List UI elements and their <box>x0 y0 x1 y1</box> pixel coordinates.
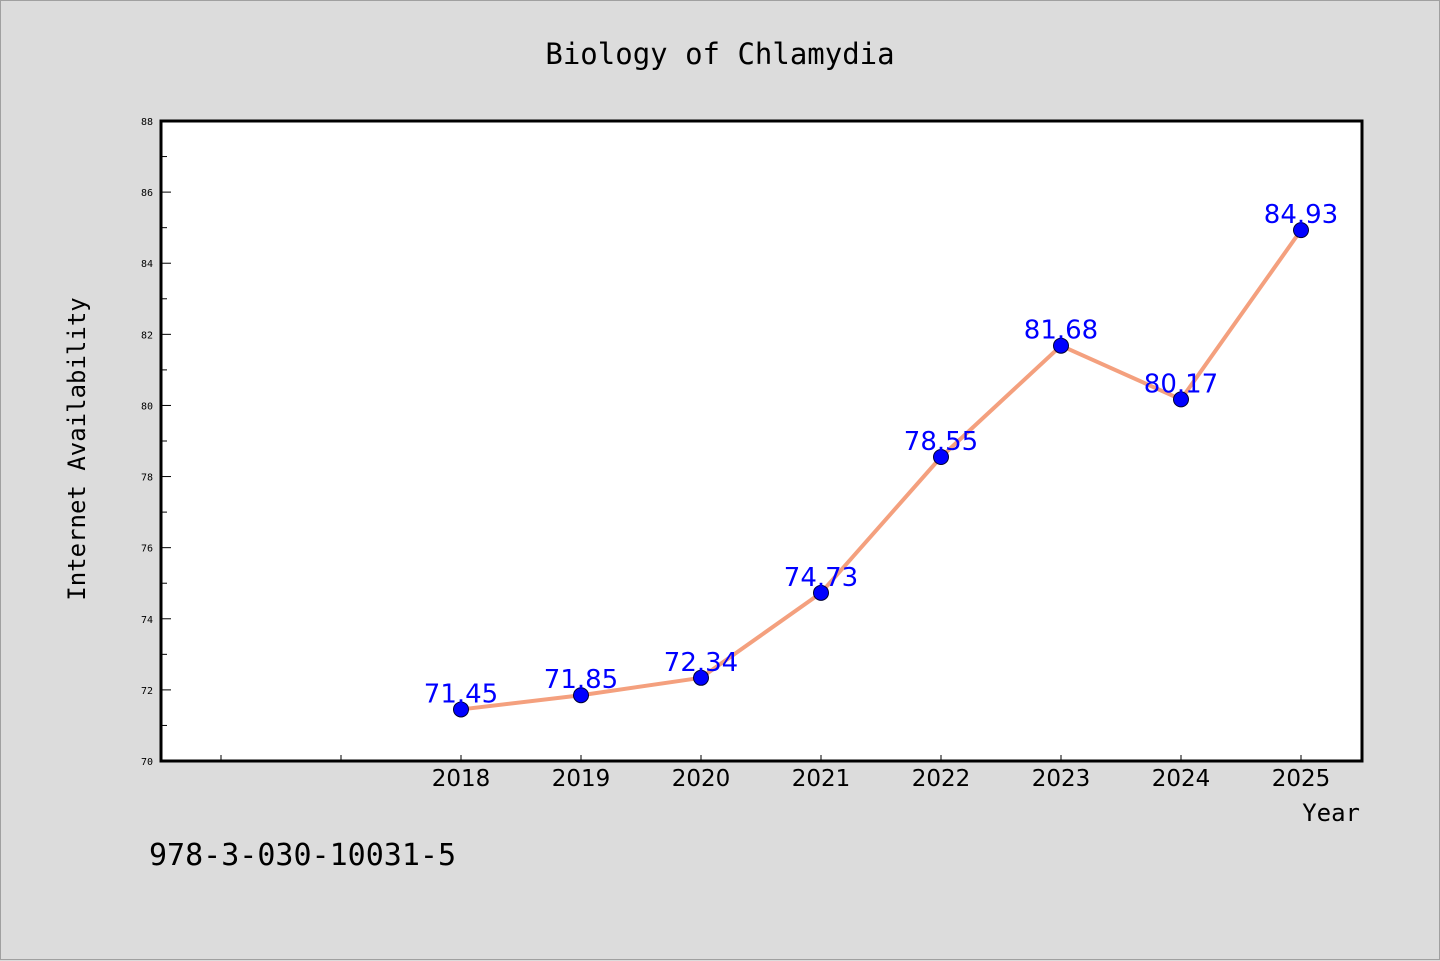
data-label: 71.45 <box>424 679 498 709</box>
x-axis-title: Year <box>1302 799 1360 827</box>
isbn-footer: 978-3-030-10031-5 <box>149 838 456 873</box>
y-tick-label: 76 <box>141 544 153 555</box>
y-tick-label: 84 <box>141 259 153 270</box>
series-line <box>460 228 1303 712</box>
x-tick-label: 2024 <box>1152 766 1211 792</box>
x-tick-label: 2023 <box>1032 766 1091 792</box>
y-tick-label: 72 <box>141 686 153 697</box>
y-tick-label: 88 <box>141 117 153 128</box>
data-point <box>1173 391 1189 408</box>
data-point <box>813 584 829 601</box>
data-point <box>573 687 589 704</box>
y-tick-label: 82 <box>141 330 153 341</box>
x-tick-label: 2025 <box>1272 766 1331 792</box>
data-point <box>693 669 709 686</box>
data-point <box>933 449 949 465</box>
data-point <box>453 701 469 718</box>
data-labels: 71.45 71.85 72.34 74.73 78.55 81.68 80.17 84.93 <box>424 200 1338 709</box>
data-label: 71.85 <box>544 665 618 695</box>
plot-area <box>159 119 1364 763</box>
series-layer <box>453 222 1309 718</box>
data-point <box>1053 337 1069 354</box>
x-tick-label: 2021 <box>792 766 851 792</box>
data-label: 74.73 <box>784 563 858 593</box>
y-tick-label: 78 <box>141 473 153 484</box>
chart-title: Biology of Chlamydia <box>545 37 894 71</box>
y-axis: 70 72 74 76 78 80 82 84 86 88 <box>141 117 171 768</box>
x-tick-label: 2022 <box>912 766 971 792</box>
data-label: 78.55 <box>904 427 978 457</box>
data-label: 72.34 <box>664 648 738 678</box>
data-label: 84.93 <box>1264 200 1338 230</box>
x-tick-label: 2019 <box>552 766 611 792</box>
x-axis: 2018 2019 2020 2021 2022 2023 2024 2025 <box>220 755 1331 792</box>
x-tick-label: 2018 <box>432 766 491 792</box>
y-axis-title: Internet Availability <box>63 297 91 600</box>
y-tick-label: 70 <box>141 757 153 768</box>
y-tick-label: 86 <box>141 188 153 199</box>
x-tick-label: 2020 <box>672 766 731 792</box>
data-label: 80.17 <box>1144 369 1218 399</box>
y-tick-label: 74 <box>141 615 153 626</box>
y-tick-label: 80 <box>141 401 153 412</box>
data-label: 81.68 <box>1024 316 1098 346</box>
data-point <box>1293 222 1309 239</box>
